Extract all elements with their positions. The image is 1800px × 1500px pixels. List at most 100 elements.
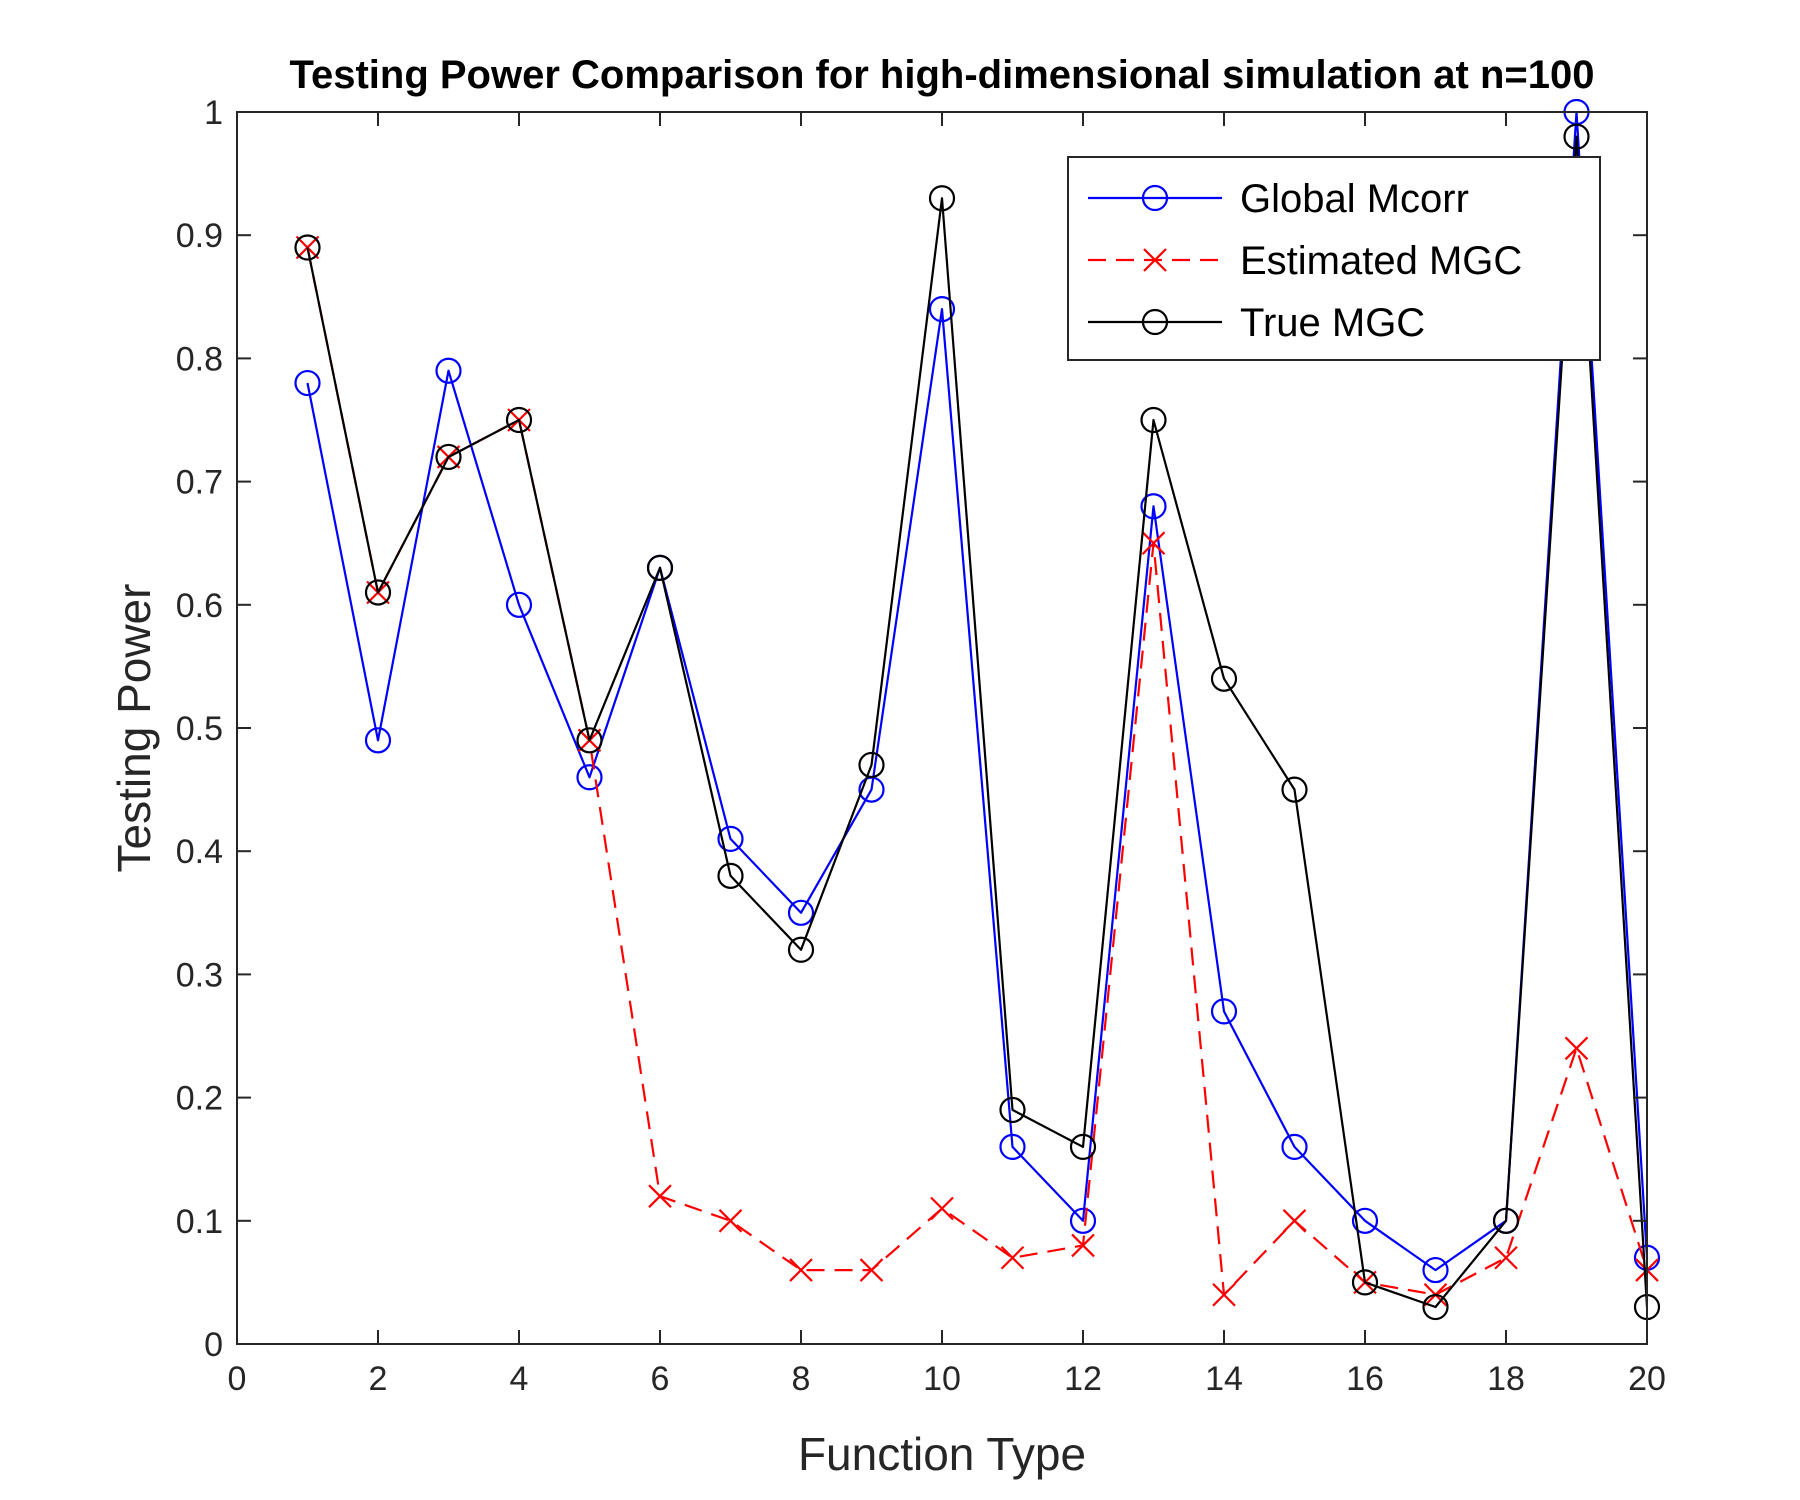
x-tick-label: 4 — [510, 1360, 529, 1398]
x-tick-label: 2 — [369, 1360, 388, 1398]
data-point-true-mgc — [787, 936, 815, 963]
legend-label-true-mgc: True MGC — [1240, 301, 1425, 345]
data-point-global-mcorr — [787, 899, 815, 926]
y-tick-label: 0 — [204, 1326, 223, 1364]
y-tick-label: 1 — [204, 94, 223, 132]
data-point-global-mcorr — [1351, 1207, 1379, 1234]
data-point-estimated-mgc — [1071, 1233, 1095, 1258]
data-point-estimated-mgc — [1282, 1209, 1307, 1233]
data-point-true-mgc — [1492, 1207, 1520, 1234]
x-tick-label: 20 — [1628, 1360, 1666, 1398]
data-point-global-mcorr — [294, 369, 321, 397]
y-tick-label: 0.7 — [176, 464, 223, 502]
y-tick-label: 0.9 — [176, 217, 223, 255]
y-tick-label: 0.4 — [176, 833, 223, 871]
x-axis-label: Function Type — [798, 1428, 1086, 1480]
data-point-global-mcorr — [717, 825, 744, 852]
legend: Global Mcorr Estimated MGC True MGC — [1067, 156, 1601, 361]
data-point-true-mgc — [364, 579, 392, 606]
data-point-estimated-mgc — [1141, 531, 1166, 555]
data-point-true-mgc — [1563, 123, 1590, 150]
data-point-estimated-mgc — [930, 1196, 954, 1221]
legend-label-estimated-mgc: Estimated MGC — [1240, 239, 1522, 283]
x-tick-label: 6 — [651, 1360, 670, 1398]
legend-marker-global-mcorr — [1141, 184, 1169, 212]
chart-title: Testing Power Comparison for high-dimens… — [290, 53, 1595, 97]
x-marker-stroke — [1212, 1282, 1236, 1307]
data-point-estimated-mgc — [648, 1184, 672, 1208]
data-point-estimated-mgc — [1494, 1245, 1518, 1270]
x-tick-label: 16 — [1346, 1360, 1384, 1398]
data-point-estimated-mgc — [1212, 1282, 1236, 1307]
axes-layer: 0 2 4 6 8 10 12 14 16 18 20 0 0.1 0.2 0.3 0.4 0.5 0.6 0.7 0… — [176, 94, 1666, 1398]
data-point-true-mgc — [717, 862, 744, 889]
data-point-global-mcorr — [1422, 1256, 1449, 1284]
x-tick-label: 14 — [1205, 1360, 1243, 1398]
series-line-global-mcorr — [306, 110, 1649, 1272]
data-point-global-mcorr — [576, 764, 603, 791]
x-marker-stroke — [718, 1209, 743, 1233]
y-tick-label: 0.3 — [176, 956, 223, 994]
data-point-global-mcorr — [928, 296, 956, 323]
x-tick-label: 12 — [1064, 1360, 1102, 1398]
data-point-estimated-mgc — [859, 1258, 884, 1282]
y-tick-label: 0.8 — [176, 340, 223, 378]
legend-marker-true-mgc — [1141, 308, 1169, 336]
legend-label-global-mcorr: Global Mcorr — [1240, 177, 1469, 221]
y-tick-label: 0.5 — [176, 710, 223, 748]
x-marker-stroke — [930, 1196, 954, 1221]
data-point-true-mgc — [435, 443, 462, 471]
data-point-true-mgc — [1281, 776, 1308, 803]
x-marker-stroke — [1143, 248, 1167, 272]
data-point-global-mcorr — [1140, 493, 1167, 520]
x-marker-stroke — [859, 1258, 884, 1282]
x-marker-stroke — [1494, 1245, 1518, 1270]
data-point-estimated-mgc — [718, 1209, 743, 1233]
y-tick-label: 0.1 — [176, 1203, 223, 1241]
data-point-estimated-mgc — [789, 1258, 813, 1282]
data-point-true-mgc — [1140, 406, 1167, 434]
x-tick-label: 10 — [923, 1360, 961, 1398]
data-point-global-mcorr — [999, 1133, 1026, 1160]
x-marker-stroke — [1141, 531, 1166, 555]
x-marker-stroke — [648, 1184, 672, 1208]
data-point-global-mcorr — [435, 357, 462, 384]
data-point-true-mgc — [1069, 1133, 1097, 1160]
data-point-global-mcorr — [505, 591, 533, 618]
x-tick-label: 18 — [1487, 1360, 1525, 1398]
data-point-true-mgc — [858, 751, 885, 779]
data-point-global-mcorr — [1281, 1133, 1308, 1160]
y-axis-label: Testing Power — [108, 584, 160, 873]
x-tick-label: 8 — [792, 1360, 811, 1398]
data-point-true-mgc — [928, 185, 956, 212]
data-point-true-mgc — [999, 1096, 1026, 1124]
data-point-true-mgc — [646, 554, 674, 581]
data-point-true-mgc — [294, 234, 321, 261]
data-point-estimated-mgc — [1564, 1036, 1589, 1061]
y-tick-label: 0.2 — [176, 1080, 223, 1118]
data-point-true-mgc — [1422, 1293, 1449, 1321]
data-point-true-mgc — [1210, 665, 1238, 692]
x-marker-stroke — [789, 1258, 813, 1282]
legend-item-true-mgc: True MGC — [1088, 301, 1425, 345]
x-marker-stroke — [1564, 1036, 1589, 1061]
legend-item-global-mcorr: Global Mcorr — [1088, 177, 1469, 221]
series-line-estimated-mgc — [306, 247, 1649, 1296]
x-marker-stroke — [1000, 1245, 1025, 1270]
x-marker-stroke — [1282, 1209, 1307, 1233]
series-layer — [294, 98, 1661, 1321]
data-point-true-mgc — [576, 727, 603, 754]
data-point-global-mcorr — [1210, 998, 1238, 1025]
data-point-true-mgc — [1351, 1269, 1379, 1296]
legend-marker-estimated-mgc — [1143, 248, 1167, 272]
x-tick-label: 0 — [228, 1360, 247, 1398]
data-point-estimated-mgc — [1000, 1245, 1025, 1270]
x-marker-stroke — [1071, 1233, 1095, 1258]
legend-item-estimated-mgc: Estimated MGC — [1088, 239, 1522, 283]
data-point-global-mcorr — [364, 727, 392, 754]
data-point-global-mcorr — [1069, 1207, 1097, 1234]
data-point-true-mgc — [505, 406, 533, 434]
y-tick-label: 0.6 — [176, 587, 223, 625]
series-true-mgc — [294, 123, 1661, 1321]
